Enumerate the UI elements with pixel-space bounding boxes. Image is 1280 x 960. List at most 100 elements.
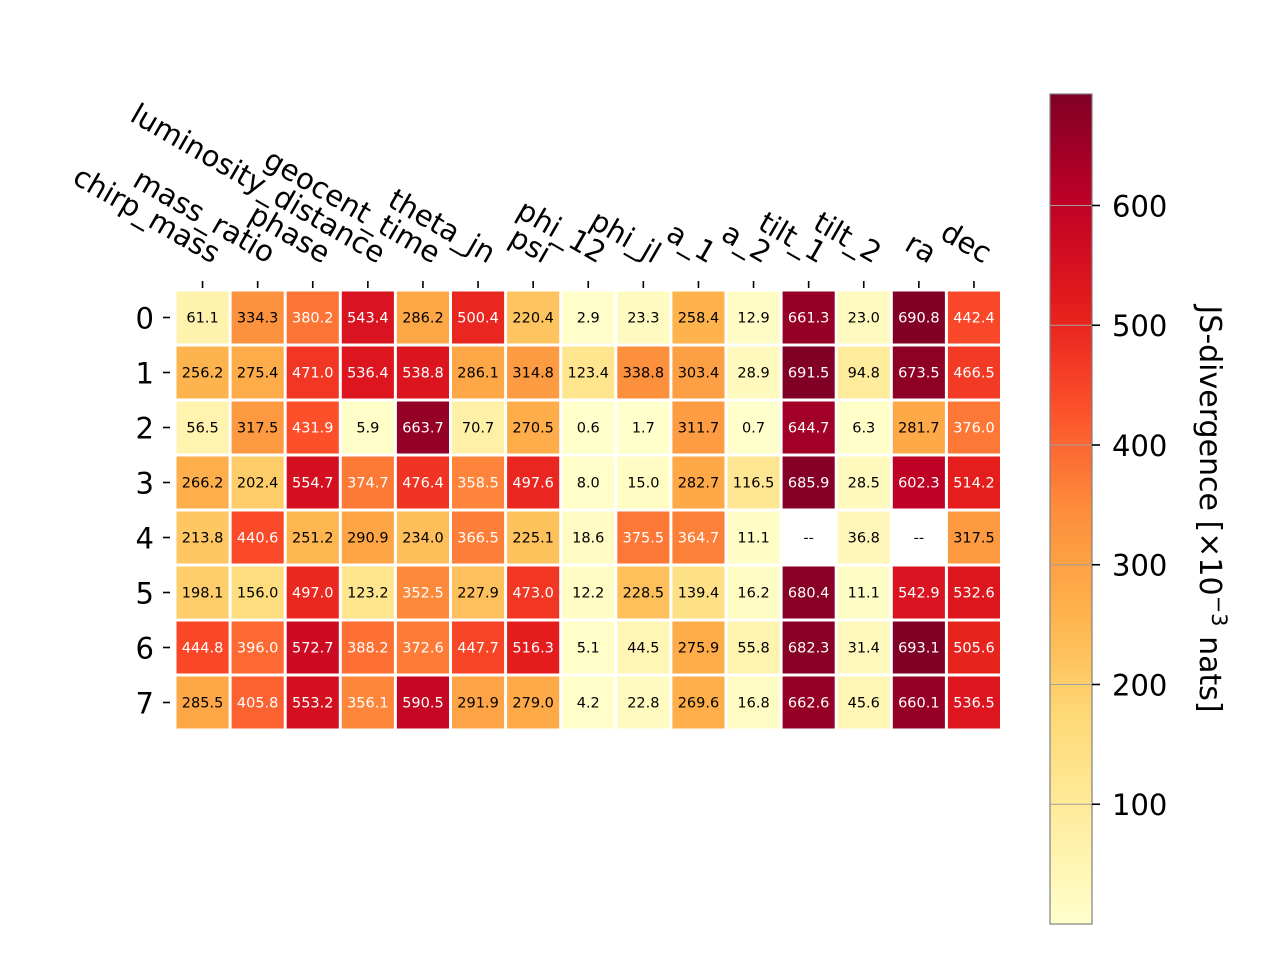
cell-value-label: 311.7	[678, 421, 720, 437]
y-tick-label: 3	[136, 467, 154, 501]
cell-value-label: 497.6	[512, 476, 554, 492]
heatmap-cell	[617, 511, 670, 564]
heatmap-cell	[286, 511, 339, 564]
heatmap-cell-empty	[782, 511, 835, 564]
cell-value-label: 266.2	[182, 476, 224, 492]
colorbar-tick-label: 100	[1112, 788, 1167, 822]
cell-value-label: 270.5	[512, 421, 554, 437]
cell-value-label: 366.5	[457, 531, 499, 547]
cell-value-label: 317.5	[953, 531, 995, 547]
cell-value-label: 314.8	[512, 366, 554, 382]
cell-value-label: 376.0	[953, 421, 995, 437]
heatmap-cell	[727, 511, 780, 564]
heatmap-cell	[562, 401, 615, 454]
cell-value-label: 500.4	[457, 311, 499, 327]
colorbar-ticks: 100 200 300 400 500 600	[1050, 189, 1167, 822]
cell-value-label: 691.5	[788, 366, 830, 382]
heatmap-cell	[231, 346, 284, 399]
heatmap-cell	[507, 676, 560, 729]
heatmap-cell	[727, 291, 780, 344]
cell-value-label: 466.5	[953, 366, 995, 382]
heatmap-cell	[672, 401, 725, 454]
heatmap-cell	[782, 566, 835, 619]
heatmap-cell	[727, 346, 780, 399]
cell-value-label: 663.7	[402, 421, 444, 437]
heatmap-cell	[727, 401, 780, 454]
heatmap-cell	[837, 291, 890, 344]
cell-value-label: 225.1	[512, 531, 554, 547]
cell-value-label: 6.3	[852, 421, 875, 437]
cell-value-label: 16.8	[737, 696, 769, 712]
heatmap-cell	[507, 566, 560, 619]
heatmap-cell	[562, 456, 615, 509]
cell-value-label: 644.7	[788, 421, 830, 437]
cell-value-label: 139.4	[678, 586, 720, 602]
cell-value-label: 61.1	[186, 311, 218, 327]
cell-value-label: 682.3	[788, 641, 830, 657]
y-tick-label: 2	[136, 412, 154, 446]
y-tick-label: 7	[136, 687, 154, 721]
cell-value-label: 202.4	[237, 476, 279, 492]
cell-value-label: 572.7	[292, 641, 334, 657]
cell-value-label: 2.9	[577, 311, 600, 327]
cell-value-label: 1.7	[632, 421, 655, 437]
heatmap-cell	[727, 566, 780, 619]
cell-value-label: 590.5	[402, 696, 444, 712]
cell-value-label: 447.7	[457, 641, 499, 657]
cell-value-label: 22.8	[627, 696, 659, 712]
cell-value-label: 290.9	[347, 531, 389, 547]
cell-value-label: 0.7	[742, 421, 765, 437]
cell-value-label: 291.9	[457, 696, 499, 712]
cell-value-label: 220.4	[512, 311, 554, 327]
heatmap-cell	[947, 456, 1000, 509]
cell-value-label: 15.0	[627, 476, 659, 492]
cell-value-label: 372.6	[402, 641, 444, 657]
heatmap-cell	[837, 511, 890, 564]
y-tick-label: 0	[136, 302, 154, 336]
cell-value-label: 213.8	[182, 531, 224, 547]
cell-value-label: 685.9	[788, 476, 830, 492]
heatmap-cell	[286, 456, 339, 509]
heatmap-cell	[231, 511, 284, 564]
heatmap-cell	[176, 291, 229, 344]
heatmap-cell	[286, 291, 339, 344]
heatmap-cell	[231, 621, 284, 674]
heatmap-cell	[396, 456, 449, 509]
cell-value-label: 471.0	[292, 366, 334, 382]
heatmap-cell	[286, 401, 339, 454]
colorbar-tick-label: 200	[1112, 668, 1167, 702]
heatmap-cell	[782, 621, 835, 674]
cell-value-label: 380.2	[292, 311, 334, 327]
heatmap-cell	[176, 346, 229, 399]
heatmap-cell	[452, 621, 505, 674]
cell-value-label: 234.0	[402, 531, 444, 547]
cell-value-label: 198.1	[182, 586, 224, 602]
cell-value-label: 505.6	[953, 641, 995, 657]
heatmap-cell	[231, 456, 284, 509]
heatmap-cell	[837, 456, 890, 509]
heatmap-cell	[176, 566, 229, 619]
cell-value-label: 5.1	[577, 641, 600, 657]
cell-value-label: 396.0	[237, 641, 279, 657]
heatmap-cell	[892, 566, 945, 619]
heatmap-cell	[947, 511, 1000, 564]
heatmap-cell	[176, 621, 229, 674]
heatmap-cell	[617, 456, 670, 509]
heatmap-cell	[231, 401, 284, 454]
cell-value-label: 28.9	[737, 366, 769, 382]
cell-value-label: 375.5	[623, 531, 665, 547]
cell-value-label: 11.1	[737, 531, 769, 547]
cell-value-label: 405.8	[237, 696, 279, 712]
cell-value-label: 542.9	[898, 586, 940, 602]
colorbar-label-exponent: −3	[1207, 596, 1231, 627]
x-tick-label: ra	[900, 226, 943, 270]
heatmap-cell	[507, 621, 560, 674]
cell-value-label: --	[803, 531, 813, 547]
heatmap-cell	[672, 456, 725, 509]
cell-value-label: 18.6	[572, 531, 604, 547]
cell-value-label: 4.2	[577, 696, 600, 712]
heatmap-cell	[286, 346, 339, 399]
x-axis-ticks	[201, 281, 975, 288]
cell-value-label: 256.2	[182, 366, 224, 382]
